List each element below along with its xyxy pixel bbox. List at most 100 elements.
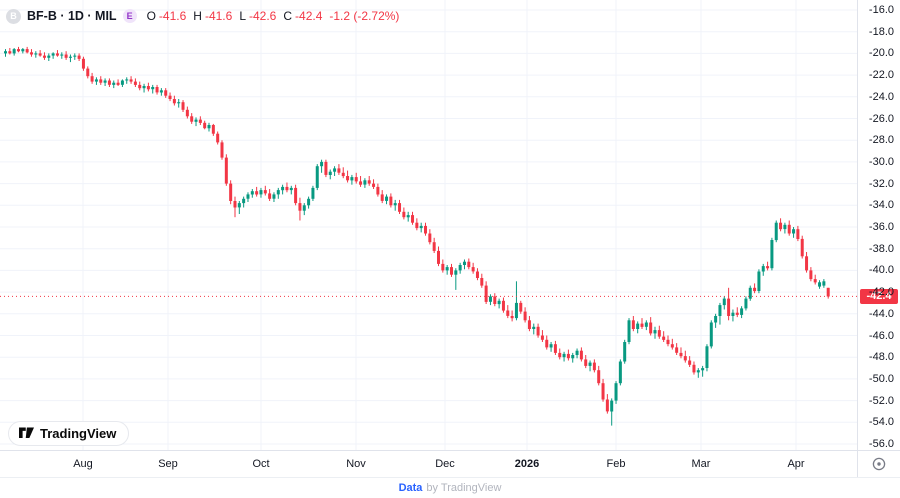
time-tick-label: 2026	[514, 458, 540, 470]
candle-body	[190, 116, 194, 122]
candle-body	[324, 161, 328, 175]
data-link[interactable]: Data	[398, 482, 423, 494]
candle-body	[575, 350, 579, 355]
candle-body	[506, 310, 510, 316]
time-axis[interactable]: Aug Sep Oct Nov Dec 2026 Feb Mar Apr	[0, 450, 857, 477]
candle-body	[549, 344, 553, 348]
tradingview-logo-link[interactable]: TradingView	[8, 421, 130, 446]
candlestick-chart[interactable]	[0, 0, 857, 450]
candle-body	[393, 203, 397, 206]
candle-body	[341, 172, 345, 177]
candle-body	[753, 287, 757, 292]
ohlc-high-key: H	[193, 9, 202, 23]
candle-body	[683, 356, 687, 361]
candle-body	[389, 196, 393, 206]
price-tick-label: -32.0	[868, 177, 894, 190]
candle-body	[333, 168, 337, 172]
candle-body	[21, 49, 25, 52]
candle-body	[315, 166, 319, 188]
candle-body	[211, 125, 215, 134]
price-tick-label: -40.0	[868, 264, 894, 277]
candle-body	[787, 224, 791, 234]
candle-body	[398, 203, 402, 212]
attribution-text: by TradingView	[426, 482, 502, 494]
candle-body	[766, 266, 770, 269]
candle-body	[250, 191, 254, 195]
candle-body	[662, 336, 666, 340]
candle-body	[644, 322, 648, 327]
candle-body	[246, 194, 250, 199]
candle-body	[454, 270, 458, 275]
candle-body	[428, 233, 432, 243]
ohlc-high-value: -41.6	[204, 9, 233, 23]
candle-body	[553, 344, 557, 353]
candle-body	[419, 225, 423, 229]
candle-body	[705, 346, 709, 368]
candle-body	[268, 193, 272, 199]
candle-body	[237, 203, 241, 208]
symbol-logo: B	[6, 8, 21, 24]
candle-body	[47, 55, 51, 58]
candle-body	[224, 157, 228, 184]
candle-body	[203, 122, 207, 129]
candle-body	[12, 49, 16, 54]
candle-body	[584, 359, 588, 366]
candle-body	[216, 133, 220, 143]
candle-body	[805, 256, 809, 271]
price-axis[interactable]: -42.4 -16.0 -18.0 -20.0 -22.0 -24.0 -26.0 -28.…	[857, 0, 900, 450]
candle-body	[497, 300, 501, 305]
candle-body	[68, 56, 72, 58]
time-tick-label: Oct	[252, 458, 270, 470]
candle-body	[467, 261, 471, 268]
price-tick-label: -46.0	[868, 329, 894, 342]
candle-body	[818, 282, 822, 287]
candle-body	[510, 316, 514, 319]
candle-body	[350, 177, 354, 181]
candle-body	[337, 168, 341, 173]
candle-body	[627, 320, 631, 342]
candle-body	[77, 55, 81, 59]
candle-body	[120, 80, 124, 85]
candle-body	[618, 361, 622, 384]
candle-body	[424, 225, 428, 234]
candle-body	[449, 267, 453, 275]
ohlc-row: O -41.6 H -41.6 L -42.6 C -42.4 -1.2 (-2.72%…	[143, 9, 400, 23]
candle-body	[276, 190, 280, 195]
candle-body	[536, 326, 540, 336]
candle-body	[60, 54, 64, 56]
last-price-label: -42.4	[860, 288, 898, 304]
candle-body	[653, 330, 657, 334]
candle-body	[631, 320, 635, 329]
candle-body	[194, 119, 198, 122]
candle-body	[636, 323, 640, 329]
candle-body	[155, 87, 159, 93]
candle-body	[320, 161, 324, 167]
candle-body	[800, 238, 804, 257]
price-tick-label: -24.0	[868, 90, 894, 103]
candle-body	[822, 281, 826, 286]
time-tick-label: Nov	[346, 458, 366, 470]
candle-body	[532, 326, 536, 329]
candle-body	[133, 81, 137, 85]
price-tick-label: -26.0	[868, 112, 894, 125]
candle-body	[462, 261, 466, 265]
symbol-title[interactable]: BF-B · 1D · MIL	[27, 9, 117, 23]
scale-settings-icon[interactable]	[871, 456, 887, 472]
candle-body	[129, 79, 133, 82]
candle-body	[285, 186, 289, 191]
candle-body	[259, 190, 263, 195]
candle-body	[164, 90, 168, 96]
candle-body	[372, 183, 376, 187]
ohlc-close-value: -42.4	[295, 9, 323, 23]
candle-body	[385, 196, 389, 201]
candle-body	[441, 263, 445, 271]
candle-body	[475, 271, 479, 278]
market-status-badge[interactable]: E	[122, 9, 137, 23]
candle-body	[722, 298, 726, 306]
price-tick-label: -20.0	[868, 47, 894, 60]
candle-body	[579, 350, 583, 360]
price-tick-label: -48.0	[868, 351, 894, 364]
candle-body	[34, 53, 38, 55]
candle-body	[545, 339, 549, 348]
chart-pane[interactable]	[0, 0, 857, 450]
